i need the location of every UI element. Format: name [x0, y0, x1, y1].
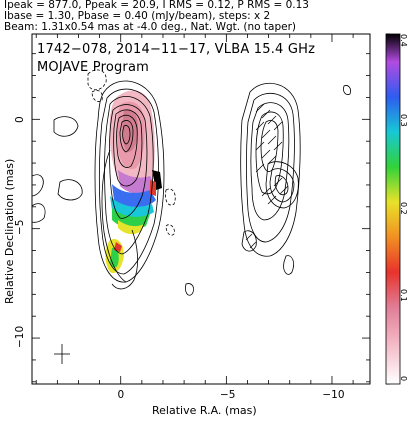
colorbar-tick-label: 0.2 — [399, 201, 408, 215]
right-panel — [240, 82, 301, 275]
beam-marker — [54, 344, 70, 364]
plot-title-line-1: 1742−078, 2014−11−17, VLBA 15.4 GHz — [37, 42, 316, 57]
colorbar-tick-label: 0.3 — [399, 114, 408, 128]
colorbar — [385, 33, 401, 385]
y-axis-label: Relative Declination (mas) — [3, 158, 16, 304]
x-tick-label: −5 — [219, 389, 236, 401]
y-tick-label: 0 — [14, 115, 26, 123]
fracpol-purple — [118, 170, 156, 194]
fracpol-cyan — [110, 196, 154, 218]
x-tick-label: 0 — [117, 389, 125, 401]
axis-ticks — [32, 33, 390, 385]
y-tick-label: −10 — [14, 325, 26, 348]
header-line-2: Ibase = 1.30, Pbase = 0.40 (mJy/beam), s… — [4, 10, 271, 22]
fracpol-black — [152, 170, 162, 190]
left-panel — [31, 69, 351, 364]
plot-frame — [31, 33, 371, 385]
fracpol-yellow — [118, 220, 144, 235]
fracpol-red — [150, 180, 156, 196]
header-line-1: Ipeak = 877.0, Ppeak = 20.9, I RMS = 0.1… — [4, 0, 309, 11]
header-line-3: Beam: 1.31x0.54 mas at -4.0 deg., Nat. W… — [4, 21, 297, 33]
colorbar-tick-label: 0.4 — [399, 34, 408, 47]
fracpol-blue — [112, 184, 156, 208]
x-axis-label: Relative R.A. (mas) — [152, 404, 257, 417]
x-tick-label: −10 — [322, 389, 345, 401]
plot-title-line-2: MOJAVE Program — [37, 60, 150, 75]
colorbar-tick-label: 0.1 — [399, 289, 408, 303]
fracpol-lower-red — [114, 242, 122, 252]
colorbar-tick-label: 0 — [399, 376, 408, 382]
